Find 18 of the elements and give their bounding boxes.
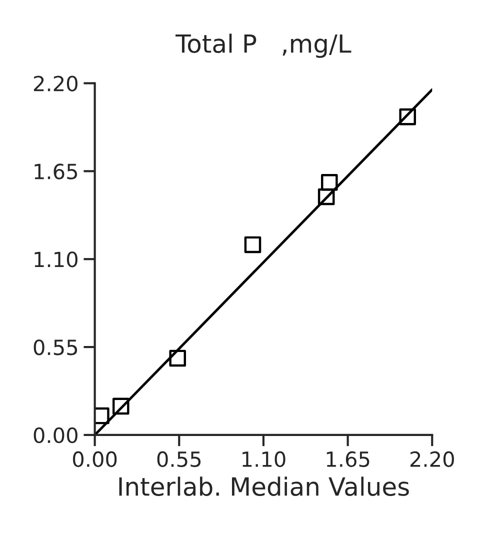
chart-title: Total P ,mg/L [176,34,352,58]
y-tick-label: 1.10 [34,252,78,268]
x-tick-label: 1.10 [242,451,286,468]
x-tick-label: 0.00 [72,451,117,468]
y-tick-label: 0.55 [34,339,78,356]
point [244,236,262,254]
y-tick-label: 2.20 [34,76,78,92]
point [318,188,335,206]
y-tick-label: 1.65 [34,164,78,180]
y-tick-label: 0.00 [34,427,78,444]
point [321,174,338,191]
point [112,398,130,415]
x-tick-label: 0.55 [157,451,201,468]
x-tick-label: 2.20 [410,451,454,468]
x-axis-title: Interlab. Median Values [119,476,409,496]
x-tick-label: 1.65 [326,451,370,468]
point [399,108,416,126]
point [169,350,186,367]
